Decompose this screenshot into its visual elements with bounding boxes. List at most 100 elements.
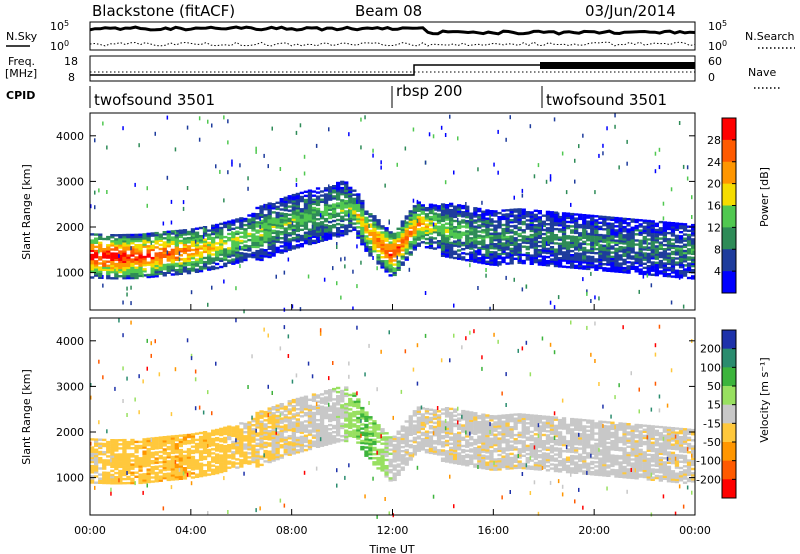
heatmap-cell bbox=[392, 249, 397, 252]
heatmap-cell bbox=[279, 446, 284, 449]
heatmap-cell bbox=[247, 456, 252, 459]
heatmap-cell bbox=[549, 237, 555, 241]
heatmap-cell bbox=[134, 455, 139, 458]
heatmap-cell bbox=[630, 236, 635, 240]
heatmap-cell bbox=[602, 224, 607, 227]
heatmap-cell bbox=[328, 423, 333, 427]
heatmap-cell bbox=[489, 255, 494, 258]
heatmap-cell bbox=[315, 406, 321, 409]
heatmap-cell bbox=[344, 413, 349, 416]
heatmap-cell bbox=[174, 459, 179, 462]
scatter-cell bbox=[368, 224, 370, 228]
heatmap-cell bbox=[549, 217, 555, 220]
heatmap-cell bbox=[485, 252, 490, 255]
beam-title: Beam 08 bbox=[355, 2, 422, 20]
heatmap-cell bbox=[376, 434, 381, 437]
heatmap-cell bbox=[299, 199, 304, 203]
heatmap-cell bbox=[582, 248, 587, 252]
heatmap-cell bbox=[202, 445, 208, 448]
heatmap-cell bbox=[626, 252, 631, 256]
heatmap-cell bbox=[154, 258, 159, 261]
heatmap-cell bbox=[618, 217, 623, 220]
scatter-cell bbox=[404, 349, 407, 354]
heatmap-cell bbox=[138, 248, 143, 251]
heatmap-cell bbox=[198, 470, 204, 474]
heatmap-cell bbox=[90, 249, 95, 253]
velocity-heatmap bbox=[90, 318, 696, 519]
heatmap-cell bbox=[118, 256, 123, 259]
heatmap-cell bbox=[400, 240, 405, 244]
heatmap-cell bbox=[178, 248, 183, 251]
heatmap-cell bbox=[142, 235, 147, 238]
heatmap-cell bbox=[295, 221, 300, 224]
heatmap-cell bbox=[578, 248, 583, 251]
heatmap-cell bbox=[122, 256, 127, 259]
heatmap-cell bbox=[94, 444, 99, 447]
heatmap-cell bbox=[586, 216, 591, 219]
heatmap-cell bbox=[642, 227, 647, 231]
heatmap-cell bbox=[578, 267, 583, 270]
heatmap-cell bbox=[670, 263, 676, 266]
scatter-cell bbox=[150, 353, 152, 358]
heatmap-cell bbox=[150, 269, 155, 272]
heatmap-cell bbox=[243, 228, 248, 231]
heatmap-cell bbox=[291, 452, 296, 455]
heatmap-cell bbox=[319, 436, 325, 439]
heatmap-cell bbox=[170, 256, 175, 260]
heatmap-cell bbox=[231, 451, 236, 454]
heatmap-cell bbox=[525, 237, 530, 240]
scatter-cell bbox=[178, 251, 181, 256]
heatmap-cell bbox=[440, 227, 446, 231]
heatmap-cell bbox=[691, 230, 696, 233]
heatmap-cell bbox=[485, 227, 490, 231]
heatmap-cell bbox=[392, 439, 397, 443]
heatmap-cell bbox=[170, 232, 175, 235]
heatmap-cell bbox=[650, 222, 655, 225]
heatmap-cell bbox=[283, 442, 288, 445]
heatmap-cell bbox=[166, 238, 171, 242]
heatmap-cell bbox=[489, 232, 494, 235]
heatmap-cell bbox=[348, 414, 353, 417]
heatmap-cell bbox=[223, 240, 228, 243]
heatmap-cell bbox=[412, 447, 417, 450]
heatmap-cell bbox=[368, 219, 373, 222]
heatmap-cell bbox=[537, 236, 542, 240]
heatmap-cell bbox=[231, 250, 236, 253]
heatmap-cell bbox=[461, 258, 466, 261]
heatmap-cell bbox=[194, 239, 200, 243]
heatmap-cell bbox=[134, 266, 139, 269]
heatmap-cell bbox=[122, 443, 127, 446]
heatmap-cell bbox=[291, 441, 296, 445]
heatmap-cell bbox=[618, 229, 623, 232]
heatmap-cell bbox=[182, 434, 188, 437]
heatmap-cell bbox=[610, 241, 615, 244]
heatmap-cell bbox=[416, 242, 421, 245]
heatmap-cell bbox=[396, 432, 401, 435]
heatmap-cell bbox=[404, 239, 409, 243]
heatmap-cell bbox=[662, 270, 667, 273]
heatmap-cell bbox=[215, 242, 220, 245]
heatmap-cell bbox=[110, 463, 115, 466]
heatmap-cell bbox=[130, 447, 135, 450]
heatmap-cell bbox=[158, 454, 163, 458]
heatmap-cell bbox=[380, 256, 385, 259]
heatmap-cell bbox=[610, 224, 615, 228]
heatmap-cell bbox=[259, 211, 264, 214]
heatmap-cell bbox=[130, 268, 135, 271]
heatmap-cell bbox=[489, 228, 494, 231]
heatmap-cell bbox=[158, 465, 163, 468]
heatmap-cell bbox=[485, 244, 490, 247]
heatmap-cell bbox=[170, 447, 175, 450]
heatmap-cell bbox=[457, 210, 462, 213]
heatmap-cell bbox=[682, 272, 688, 275]
scatter-cell bbox=[251, 415, 253, 420]
heatmap-cell bbox=[392, 468, 397, 471]
heatmap-cell bbox=[513, 226, 518, 230]
heatmap-cell bbox=[235, 240, 240, 244]
heatmap-cell bbox=[98, 237, 103, 240]
heatmap-cell bbox=[259, 432, 264, 436]
heatmap-cell bbox=[606, 230, 611, 233]
heatmap-cell bbox=[267, 425, 272, 429]
heatmap-cell bbox=[368, 239, 373, 243]
scatter-cell bbox=[501, 234, 503, 239]
